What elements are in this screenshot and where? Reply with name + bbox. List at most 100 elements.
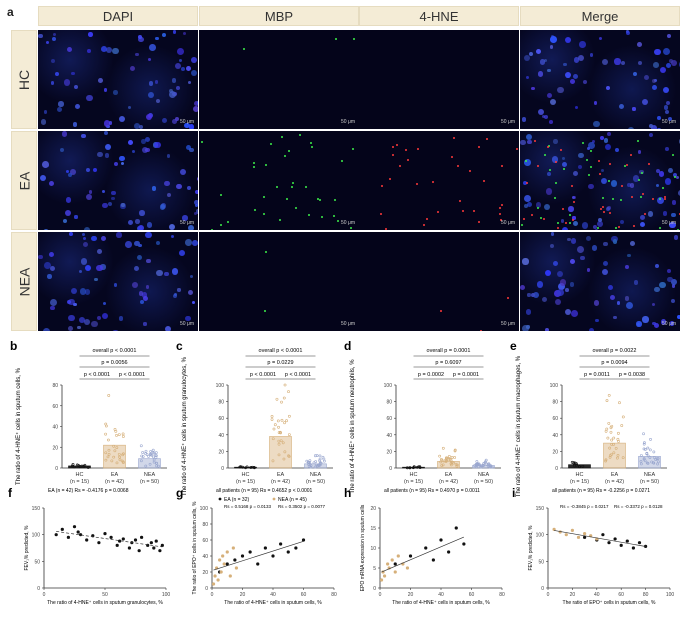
y-axis-label: The ratio of 4-HNE⁺ cells in sputum macr…: [515, 355, 522, 497]
data-point: [316, 464, 319, 468]
y-tick-label: 100: [550, 383, 559, 389]
scatter-point: [408, 554, 413, 558]
group-label: EA: [277, 472, 285, 478]
data-point: [272, 427, 276, 431]
data-point: [147, 454, 150, 458]
y-tick-label: 40: [218, 433, 224, 439]
scatter-point: [158, 549, 162, 553]
panel-label-b: b: [10, 339, 17, 353]
x-tick-label: 50: [102, 592, 108, 598]
group-label: HC: [410, 472, 418, 478]
data-point: [614, 447, 618, 450]
micrograph-hc-4hne: 50 μm: [359, 30, 519, 129]
data-point: [642, 447, 646, 451]
micrograph-nea-merge: 50 μm: [520, 232, 680, 331]
scatter-point: [619, 543, 623, 547]
y-tick-label: 20: [52, 445, 58, 451]
scatter-point: [583, 532, 587, 536]
data-point: [644, 447, 647, 451]
scale-bar-label: 50 μm: [341, 119, 355, 125]
data-point: [253, 466, 256, 470]
x-tick-label: 80: [499, 592, 505, 598]
y-tick-label: 80: [202, 522, 208, 528]
data-point: [271, 459, 275, 463]
stats-right: Rs = -0.3372 p = 0.0128: [614, 504, 663, 509]
scatter-point: [301, 538, 306, 542]
scatter-point: [54, 533, 58, 537]
data-point: [287, 455, 291, 458]
overall-p-value: overall p < 0.0001: [93, 348, 137, 354]
scatter-point: [447, 550, 451, 554]
data-point: [621, 415, 625, 419]
data-point: [643, 441, 646, 445]
data-point: [279, 431, 282, 435]
scatter-point: [76, 530, 80, 534]
data-point: [581, 464, 585, 468]
scatter-point: [146, 543, 150, 547]
panel-label-c: c: [176, 339, 183, 353]
y-tick-label: 60: [552, 416, 558, 422]
data-point: [104, 451, 108, 455]
scatter-point: [160, 543, 164, 547]
bar-ea: [603, 442, 626, 469]
scale-bar-label: 50 μm: [662, 220, 676, 226]
data-point: [652, 461, 656, 465]
scatter-point: [211, 582, 216, 586]
data-point: [107, 452, 111, 456]
y-tick-label: 0: [373, 586, 376, 592]
data-point: [604, 429, 608, 433]
scatter-point: [233, 558, 237, 562]
data-point: [450, 456, 454, 459]
y-tick-label: 15: [370, 526, 376, 532]
data-point: [139, 459, 143, 463]
scatter-point: [221, 554, 225, 558]
scatter-point: [271, 554, 275, 558]
data-point: [139, 444, 143, 448]
x-tick-label: 80: [643, 592, 649, 598]
y-axis-label: The ratio of 4-HNE⁺ cells in sputum neut…: [349, 359, 356, 494]
data-point: [151, 448, 155, 452]
row-label-nea: NEA: [11, 232, 37, 331]
micrograph-hc-mbp: 50 μm: [199, 30, 359, 129]
y-tick-label: 0: [555, 466, 558, 472]
data-point: [113, 449, 117, 453]
data-point: [605, 427, 609, 431]
data-point: [104, 432, 107, 436]
x-tick-label: 20: [240, 592, 246, 598]
y-tick-label: 40: [52, 425, 58, 431]
data-point: [639, 454, 643, 457]
data-point: [646, 454, 650, 458]
data-point: [482, 464, 485, 467]
data-point: [277, 453, 281, 457]
data-point: [313, 454, 317, 458]
group-n-label: (n = 15): [236, 479, 255, 485]
data-point: [277, 431, 281, 434]
scatter-point: [72, 525, 77, 529]
data-point: [650, 460, 654, 464]
panel-label-g: g: [176, 486, 183, 500]
data-point: [249, 466, 253, 469]
regression-line: [56, 531, 163, 548]
scatter-point: [431, 558, 435, 562]
panel-label-h: h: [344, 486, 351, 500]
data-point: [83, 463, 87, 467]
y-tick-label: 20: [218, 449, 224, 455]
y-axis-label: FEV₁% predicted, %: [528, 525, 534, 571]
data-point: [308, 460, 311, 464]
x-axis-label: The ratio of 4-HNE⁺ cells in sputum cell…: [224, 600, 322, 606]
stats-title: EA (n = 42) Rs = -0.4176 p = 0.0068: [48, 488, 129, 494]
data-point: [642, 442, 646, 446]
y-tick-label: 40: [386, 433, 392, 439]
data-point: [145, 453, 149, 456]
data-point: [118, 455, 121, 459]
data-point: [639, 460, 643, 463]
data-point: [104, 458, 108, 462]
data-point: [649, 438, 652, 441]
group-label: EA: [111, 472, 119, 478]
data-point: [454, 463, 458, 466]
scatter-point: [213, 574, 217, 578]
data-point: [283, 421, 286, 425]
scatter-point: [393, 562, 397, 566]
scale-bar-label: 50 μm: [662, 321, 676, 327]
data-point: [609, 430, 613, 434]
